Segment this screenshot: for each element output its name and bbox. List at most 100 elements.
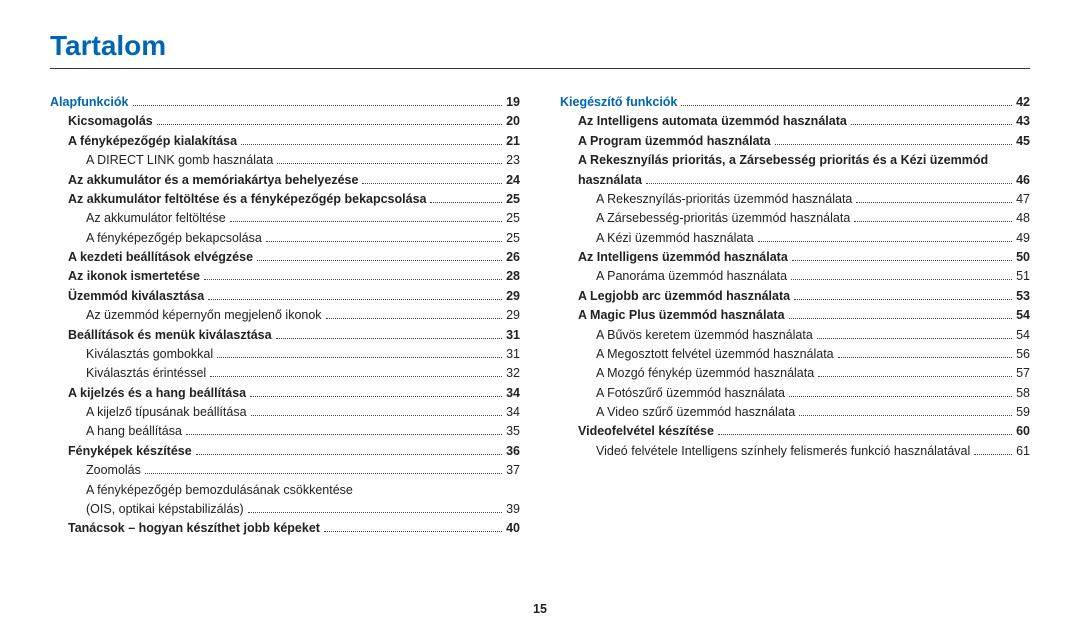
page-title: Tartalom <box>50 30 1030 62</box>
toc-leader <box>266 241 502 242</box>
toc-entry[interactable]: A Zársebesség-prioritás üzemmód használa… <box>560 209 1030 228</box>
toc-entry[interactable]: Az Intelligens automata üzemmód használa… <box>560 112 1030 131</box>
toc-entry[interactable]: Kiválasztás érintéssel32 <box>50 364 520 383</box>
toc-page: 43 <box>1016 112 1030 131</box>
toc-entry[interactable]: (OIS, optikai képstabilizálás)39 <box>50 500 520 519</box>
toc-label: A fényképezőgép bemozdulásának csökkenté… <box>86 481 353 500</box>
toc-label: Az akkumulátor feltöltése <box>86 209 226 228</box>
toc-page: 54 <box>1016 326 1030 345</box>
toc-entry[interactable]: A Mozgó fénykép üzemmód használata57 <box>560 364 1030 383</box>
toc-label: A kijelzés és a hang beállítása <box>68 384 246 403</box>
toc-entry[interactable]: Az akkumulátor feltöltése és a fényképez… <box>50 190 520 209</box>
toc-page: 40 <box>506 519 520 538</box>
toc-entry[interactable]: A hang beállítása35 <box>50 422 520 441</box>
toc-label: A Panoráma üzemmód használata <box>596 267 787 286</box>
toc-page: 46 <box>1016 171 1030 190</box>
toc-label: Az akkumulátor és a memóriakártya behely… <box>68 171 358 190</box>
toc-label: Az Intelligens automata üzemmód használa… <box>578 112 847 131</box>
toc-page: 50 <box>1016 248 1030 267</box>
toc-entry[interactable]: A Video szűrő üzemmód használata59 <box>560 403 1030 422</box>
toc-entry[interactable]: A Legjobb arc üzemmód használata53 <box>560 287 1030 306</box>
toc-entry[interactable]: Kicsomagolás20 <box>50 112 520 131</box>
toc-entry[interactable]: Beállítások és menük kiválasztása31 <box>50 326 520 345</box>
toc-entry[interactable]: Videofelvétel készítése60 <box>560 422 1030 441</box>
toc-entry[interactable]: A DIRECT LINK gomb használata23 <box>50 151 520 170</box>
toc-entry[interactable]: Zoomolás37 <box>50 461 520 480</box>
toc-leader <box>681 105 1012 106</box>
toc-right-column: Kiegészítő funkciók42Az Intelligens auto… <box>560 93 1030 539</box>
toc-label: A Megosztott felvétel üzemmód használata <box>596 345 834 364</box>
toc-leader <box>430 202 502 203</box>
toc-label: A Rekesznyílás prioritás, a Zársebesség … <box>578 151 988 170</box>
toc-entry[interactable]: Az Intelligens üzemmód használata50 <box>560 248 1030 267</box>
toc-leader <box>208 299 502 300</box>
toc-leader <box>133 105 503 106</box>
toc-leader <box>851 124 1012 125</box>
toc-entry[interactable]: Az ikonok ismertetése28 <box>50 267 520 286</box>
toc-page: 31 <box>506 326 520 345</box>
toc-leader <box>186 434 502 435</box>
toc-entry[interactable]: A Kézi üzemmód használata 49 <box>560 229 1030 248</box>
toc-entry[interactable]: A Magic Plus üzemmód használata54 <box>560 306 1030 325</box>
toc-leader <box>276 338 503 339</box>
toc-leader <box>157 124 502 125</box>
toc-label: Az ikonok ismertetése <box>68 267 200 286</box>
toc-page: 56 <box>1016 345 1030 364</box>
toc-page: 49 <box>1016 229 1030 248</box>
toc-leader <box>789 396 1012 397</box>
toc-label: Fényképek készítése <box>68 442 192 461</box>
toc-page: 21 <box>506 132 520 151</box>
toc-entry[interactable]: A Bűvös keretem üzemmód használata54 <box>560 326 1030 345</box>
toc-entry[interactable]: A kijelzés és a hang beállítása34 <box>50 384 520 403</box>
toc-entry[interactable]: A Panoráma üzemmód használata 51 <box>560 267 1030 286</box>
toc-page: 42 <box>1016 93 1030 112</box>
toc-page: 47 <box>1016 190 1030 209</box>
toc-page: 51 <box>1016 267 1030 286</box>
toc-entry[interactable]: A Rekesznyílás prioritás, a Zársebesség … <box>560 151 1030 170</box>
toc-page: 24 <box>506 171 520 190</box>
toc-page: 61 <box>1016 442 1030 461</box>
toc-entry[interactable]: Az üzemmód képernyőn megjelenő ikonok29 <box>50 306 520 325</box>
toc-entry[interactable]: A kezdeti beállítások elvégzése26 <box>50 248 520 267</box>
toc-label: A fényképezőgép bekapcsolása <box>86 229 262 248</box>
toc-entry[interactable]: Az akkumulátor feltöltése25 <box>50 209 520 228</box>
toc-entry[interactable]: A Rekesznyílás-prioritás üzemmód használ… <box>560 190 1030 209</box>
toc-entry[interactable]: A Fotószűrő üzemmód használata58 <box>560 384 1030 403</box>
toc-entry[interactable]: használata46 <box>560 171 1030 190</box>
toc-page: 60 <box>1016 422 1030 441</box>
toc-label: A DIRECT LINK gomb használata <box>86 151 273 170</box>
toc-entry[interactable]: Kiválasztás gombokkal31 <box>50 345 520 364</box>
toc-leader <box>789 318 1013 319</box>
toc-label: Alapfunkciók <box>50 93 129 112</box>
toc-label: A Kézi üzemmód használata <box>596 229 754 248</box>
toc-label: A Program üzemmód használata <box>578 132 771 151</box>
toc-entry[interactable]: Alapfunkciók 19 <box>50 93 520 112</box>
toc-page: 35 <box>506 422 520 441</box>
toc-page: 19 <box>506 93 520 112</box>
toc-leader <box>838 357 1012 358</box>
toc-entry[interactable]: Tanácsok – hogyan készíthet jobb képeket… <box>50 519 520 538</box>
toc-leader <box>758 241 1012 242</box>
toc-entry[interactable]: Kiegészítő funkciók42 <box>560 93 1030 112</box>
toc-entry[interactable]: A fényképezőgép bekapcsolása25 <box>50 229 520 248</box>
toc-page: 25 <box>506 190 520 209</box>
toc-label: Tanácsok – hogyan készíthet jobb képeket <box>68 519 320 538</box>
toc-leader <box>241 144 502 145</box>
toc-leader <box>791 279 1012 280</box>
toc-label: Kiválasztás érintéssel <box>86 364 206 383</box>
toc-entry[interactable]: A Megosztott felvétel üzemmód használata… <box>560 345 1030 364</box>
toc-entry[interactable]: A kijelző típusának beállítása34 <box>50 403 520 422</box>
toc-page: 37 <box>506 461 520 480</box>
toc-entry[interactable]: Üzemmód kiválasztása29 <box>50 287 520 306</box>
toc-entry[interactable]: Videó felvétele Intelligens színhely fel… <box>560 442 1030 461</box>
toc-leader <box>145 473 502 474</box>
toc-entry[interactable]: Az akkumulátor és a memóriakártya behely… <box>50 171 520 190</box>
toc-label: Az üzemmód képernyőn megjelenő ikonok <box>86 306 322 325</box>
toc-label: (OIS, optikai képstabilizálás) <box>86 500 244 519</box>
toc-leader <box>326 318 503 319</box>
toc-entry[interactable]: A fényképezőgép kialakítása21 <box>50 132 520 151</box>
toc-entry[interactable]: A fényképezőgép bemozdulásának csökkenté… <box>50 481 520 500</box>
toc-entry[interactable]: Fényképek készítése36 <box>50 442 520 461</box>
toc-leader <box>794 299 1012 300</box>
toc-entry[interactable]: A Program üzemmód használata45 <box>560 132 1030 151</box>
